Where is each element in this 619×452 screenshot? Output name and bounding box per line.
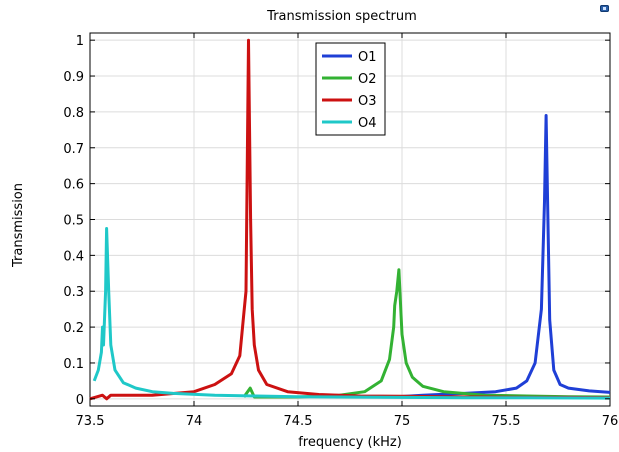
series-line-o1 [393,114,611,399]
legend-label-o3: O3 [358,94,377,109]
legend-label-o2: O2 [358,72,377,87]
x-tick-label: 74.5 [284,414,313,429]
y-tick-label: 0 [76,393,84,408]
y-tick-label: 0.5 [63,214,84,229]
y-tick-label: 0.9 [63,70,84,85]
x-tick-label: 76 [602,414,619,429]
y-tick-label: 0.2 [63,321,84,336]
y-tick-label: 1 [76,34,84,49]
legend: O1 O2 O3 O4 [315,42,386,136]
x-axis-title: frequency (kHz) [298,435,402,450]
series-layer [89,38,611,401]
x-tick-label: 74 [186,414,203,429]
series-line-o2 [242,268,611,399]
y-tick-label: 0.7 [63,142,84,157]
x-tick-label: 73.5 [76,414,105,429]
y-tick-label: 0.6 [63,178,84,193]
legend-label-o1: O1 [358,50,377,65]
y-tick-label: 0.4 [63,249,84,264]
y-tick-label: 0.3 [63,285,84,300]
legend-label-o4: O4 [358,116,377,131]
y-tick-label: 0.1 [63,357,84,372]
x-tick-label: 75.5 [492,414,521,429]
y-tick-label: 0.8 [63,106,84,121]
chart-title: Transmission spectrum [266,9,417,24]
tick-labels: 73.5 74 74.5 75 75.5 76 0 0.1 0.2 0.3 0.4 0.5 0.6 0.7… [63,33,618,429]
legend-box [315,42,386,136]
x-tick-label: 75 [394,414,411,429]
export-icon[interactable] [600,5,609,12]
series-line-o4 [92,227,611,400]
y-axis-title: Transmission [11,183,26,268]
